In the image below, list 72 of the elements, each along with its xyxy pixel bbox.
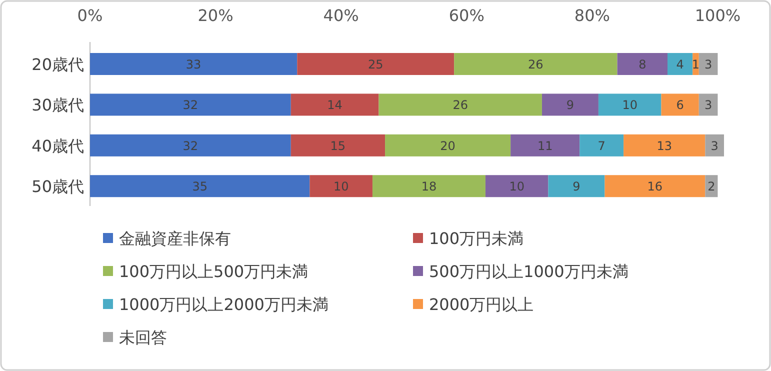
data-label: 7 [598, 138, 606, 153]
data-label: 32 [182, 98, 198, 112]
legend-label: 100万円未満 [429, 229, 524, 248]
bar [378, 94, 542, 116]
data-label: 14 [327, 98, 342, 112]
data-label: 20 [440, 138, 456, 153]
data-label: 6 [676, 98, 684, 112]
bar [385, 134, 511, 156]
y-tick-label: 30歳代 [32, 96, 84, 115]
bar [705, 175, 718, 198]
data-label: 8 [638, 58, 646, 72]
legend-label: 未回答 [119, 328, 167, 347]
legend-label: 500万円以上1000万円未満 [429, 262, 628, 281]
bar [297, 53, 454, 75]
data-label: 11 [537, 138, 553, 153]
data-label: 26 [452, 98, 468, 112]
x-tick-label: 20% [198, 6, 234, 25]
data-label: 10 [509, 180, 524, 194]
bar [698, 53, 718, 75]
data-label: 15 [330, 138, 346, 153]
y-tick-label: 50歳代 [32, 177, 84, 196]
x-tick-label: 0% [77, 6, 103, 25]
x-tick-label: 80% [574, 6, 610, 25]
data-label: 26 [528, 58, 544, 72]
data-label: 3 [704, 58, 712, 72]
data-label: 3 [710, 138, 718, 153]
y-tick-label: 40歳代 [32, 136, 84, 156]
bar [705, 134, 724, 156]
bar [90, 53, 298, 75]
bar [624, 134, 706, 156]
x-tick-label: 60% [448, 6, 484, 25]
bar [598, 94, 662, 116]
data-label: 3 [704, 98, 712, 112]
data-label: 16 [647, 180, 663, 194]
bar [485, 175, 548, 198]
data-label: 9 [566, 98, 574, 112]
bar [617, 53, 668, 75]
x-tick-label: 100% [694, 6, 741, 25]
bar [580, 134, 624, 156]
legend-label: 金融資産非保有 [119, 229, 231, 248]
bar [372, 175, 486, 198]
legend-label: 100万円以上500万円未満 [119, 262, 308, 281]
data-label: 25 [368, 58, 384, 72]
data-label: 1 [692, 58, 700, 72]
data-label: 18 [421, 180, 437, 194]
data-label: 35 [192, 180, 208, 194]
bar [454, 53, 618, 75]
data-label: 10 [333, 180, 349, 194]
bar [90, 175, 310, 198]
data-label: 32 [182, 138, 198, 153]
bar [698, 94, 718, 116]
bar [90, 134, 291, 156]
legend-label: 1000万円以上2000万円未満 [119, 295, 328, 314]
data-label: 10 [622, 98, 638, 112]
data-label: 9 [572, 180, 580, 194]
data-label: 4 [676, 58, 684, 72]
bar [510, 134, 580, 156]
bar [542, 94, 598, 116]
bar [668, 53, 693, 75]
data-label: 33 [186, 58, 202, 72]
data-label: 2 [708, 180, 716, 194]
y-tick-label: 20歳代 [32, 55, 84, 74]
bar [290, 94, 379, 116]
bar [290, 134, 386, 156]
data-label: 13 [656, 138, 672, 153]
bar [661, 94, 699, 116]
bar [604, 175, 706, 198]
bar [90, 94, 291, 116]
bar [310, 175, 372, 198]
legend-label: 2000万円以上 [429, 295, 534, 314]
x-tick-label: 40% [323, 6, 359, 25]
bar [548, 175, 605, 198]
